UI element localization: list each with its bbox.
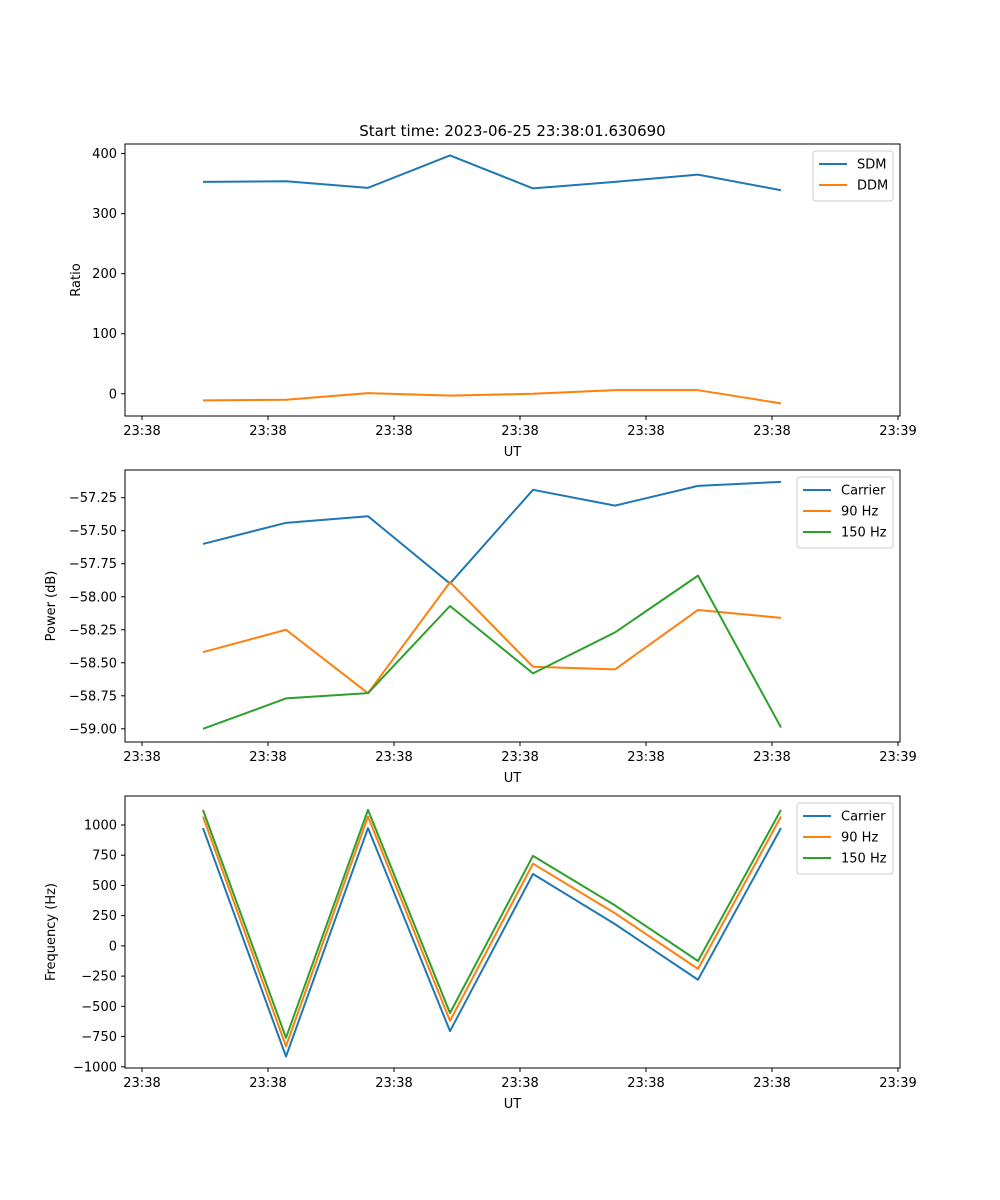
y-tick-label: 750 <box>92 849 117 864</box>
y-axis-label: Power (dB) <box>44 571 59 642</box>
x-axis-label: UT <box>504 445 522 460</box>
legend-label: DDM <box>857 179 888 194</box>
y-tick-label: −57.50 <box>69 524 117 539</box>
series-line-90-hz <box>202 581 782 695</box>
legend-label: 150 Hz <box>841 526 887 541</box>
x-tick-label: 23:39 <box>879 750 916 765</box>
x-tick-label: 23:38 <box>627 750 664 765</box>
y-tick-label: −57.75 <box>69 557 117 572</box>
series-line-sdm <box>202 154 782 192</box>
panels: 23:38 23:38 23:38 23:38 23:38 23:38 23:39 0 100 2… <box>44 143 917 1112</box>
x-tick-label: 23:39 <box>879 1076 916 1091</box>
y-tick-label: 1000 <box>84 819 117 834</box>
legend: Carrier 90 Hz 150 Hz <box>796 802 894 875</box>
y-tick-label: −58.00 <box>69 590 117 605</box>
legend-label: Carrier <box>841 810 886 825</box>
series-line-carrier <box>202 827 782 1058</box>
legend: Carrier 90 Hz 150 Hz <box>796 476 894 549</box>
x-tick-label: 23:38 <box>249 1076 286 1091</box>
y-tick-label: −750 <box>81 1030 117 1045</box>
y-tick-label: −59.00 <box>69 722 117 737</box>
y-tick-label: −58.50 <box>69 656 117 671</box>
y-tick-label: 300 <box>92 207 117 222</box>
y-tick-label: 250 <box>92 909 117 924</box>
legend-label: Carrier <box>841 484 886 499</box>
x-tick-label: 23:38 <box>753 750 790 765</box>
series-line-90-hz <box>202 815 782 1048</box>
legend-label: SDM <box>857 158 886 173</box>
legend-box <box>796 802 894 875</box>
x-tick-label: 23:38 <box>249 750 286 765</box>
x-tick-label: 23:39 <box>879 424 916 439</box>
legend-label: 90 Hz <box>841 505 878 520</box>
y-tick-label: 400 <box>92 147 117 162</box>
chart-panel-2: 23:38 23:38 23:38 23:38 23:38 23:38 23:39 −59.0… <box>44 469 917 786</box>
y-tick-label: 200 <box>92 267 117 282</box>
x-tick-label: 23:38 <box>123 1076 160 1091</box>
y-tick-label: 0 <box>109 387 117 402</box>
x-tick-label: 23:38 <box>753 424 790 439</box>
figure-title: Start time: 2023-06-25 23:38:01.630690 <box>359 122 665 140</box>
y-tick-label: −57.25 <box>69 491 117 506</box>
series-line-150-hz <box>202 808 782 1039</box>
y-tick-label: −58.25 <box>69 623 117 638</box>
x-tick-label: 23:38 <box>123 424 160 439</box>
legend-label: 90 Hz <box>841 831 878 846</box>
x-tick-label: 23:38 <box>501 1076 538 1091</box>
x-tick-label: 23:38 <box>249 424 286 439</box>
x-axis-label: UT <box>504 771 522 786</box>
chart-panel-3: 23:38 23:38 23:38 23:38 23:38 23:38 23:39 −1000… <box>44 795 917 1112</box>
x-tick-label: 23:38 <box>627 424 664 439</box>
legend: SDM DDM <box>812 150 894 202</box>
x-tick-label: 23:38 <box>501 750 538 765</box>
y-tick-label: 500 <box>92 879 117 894</box>
series-line-150-hz <box>202 574 782 730</box>
y-axis-label: Ratio <box>69 263 84 296</box>
series-line-carrier <box>202 480 782 585</box>
y-tick-label: −250 <box>81 970 117 985</box>
y-tick-label: −1000 <box>73 1060 117 1075</box>
axes-frame <box>124 143 901 417</box>
x-tick-label: 23:38 <box>375 750 412 765</box>
x-tick-label: 23:38 <box>375 424 412 439</box>
legend-label: 150 Hz <box>841 852 887 867</box>
x-axis-label: UT <box>504 1097 522 1112</box>
series-line-ddm <box>202 389 782 405</box>
legend-box <box>796 476 894 549</box>
x-tick-label: 23:38 <box>375 1076 412 1091</box>
chart-panel-1: 23:38 23:38 23:38 23:38 23:38 23:38 23:39 0 100 2… <box>69 143 917 460</box>
axes-frame <box>124 795 901 1069</box>
y-tick-label: −58.75 <box>69 689 117 704</box>
x-tick-label: 23:38 <box>627 1076 664 1091</box>
x-tick-label: 23:38 <box>123 750 160 765</box>
y-tick-label: −500 <box>81 1000 117 1015</box>
axes-frame <box>124 469 901 743</box>
x-tick-label: 23:38 <box>753 1076 790 1091</box>
y-tick-label: 0 <box>109 939 117 954</box>
y-axis-label: Frequency (Hz) <box>44 883 59 981</box>
y-tick-label: 100 <box>92 327 117 342</box>
x-tick-label: 23:38 <box>501 424 538 439</box>
